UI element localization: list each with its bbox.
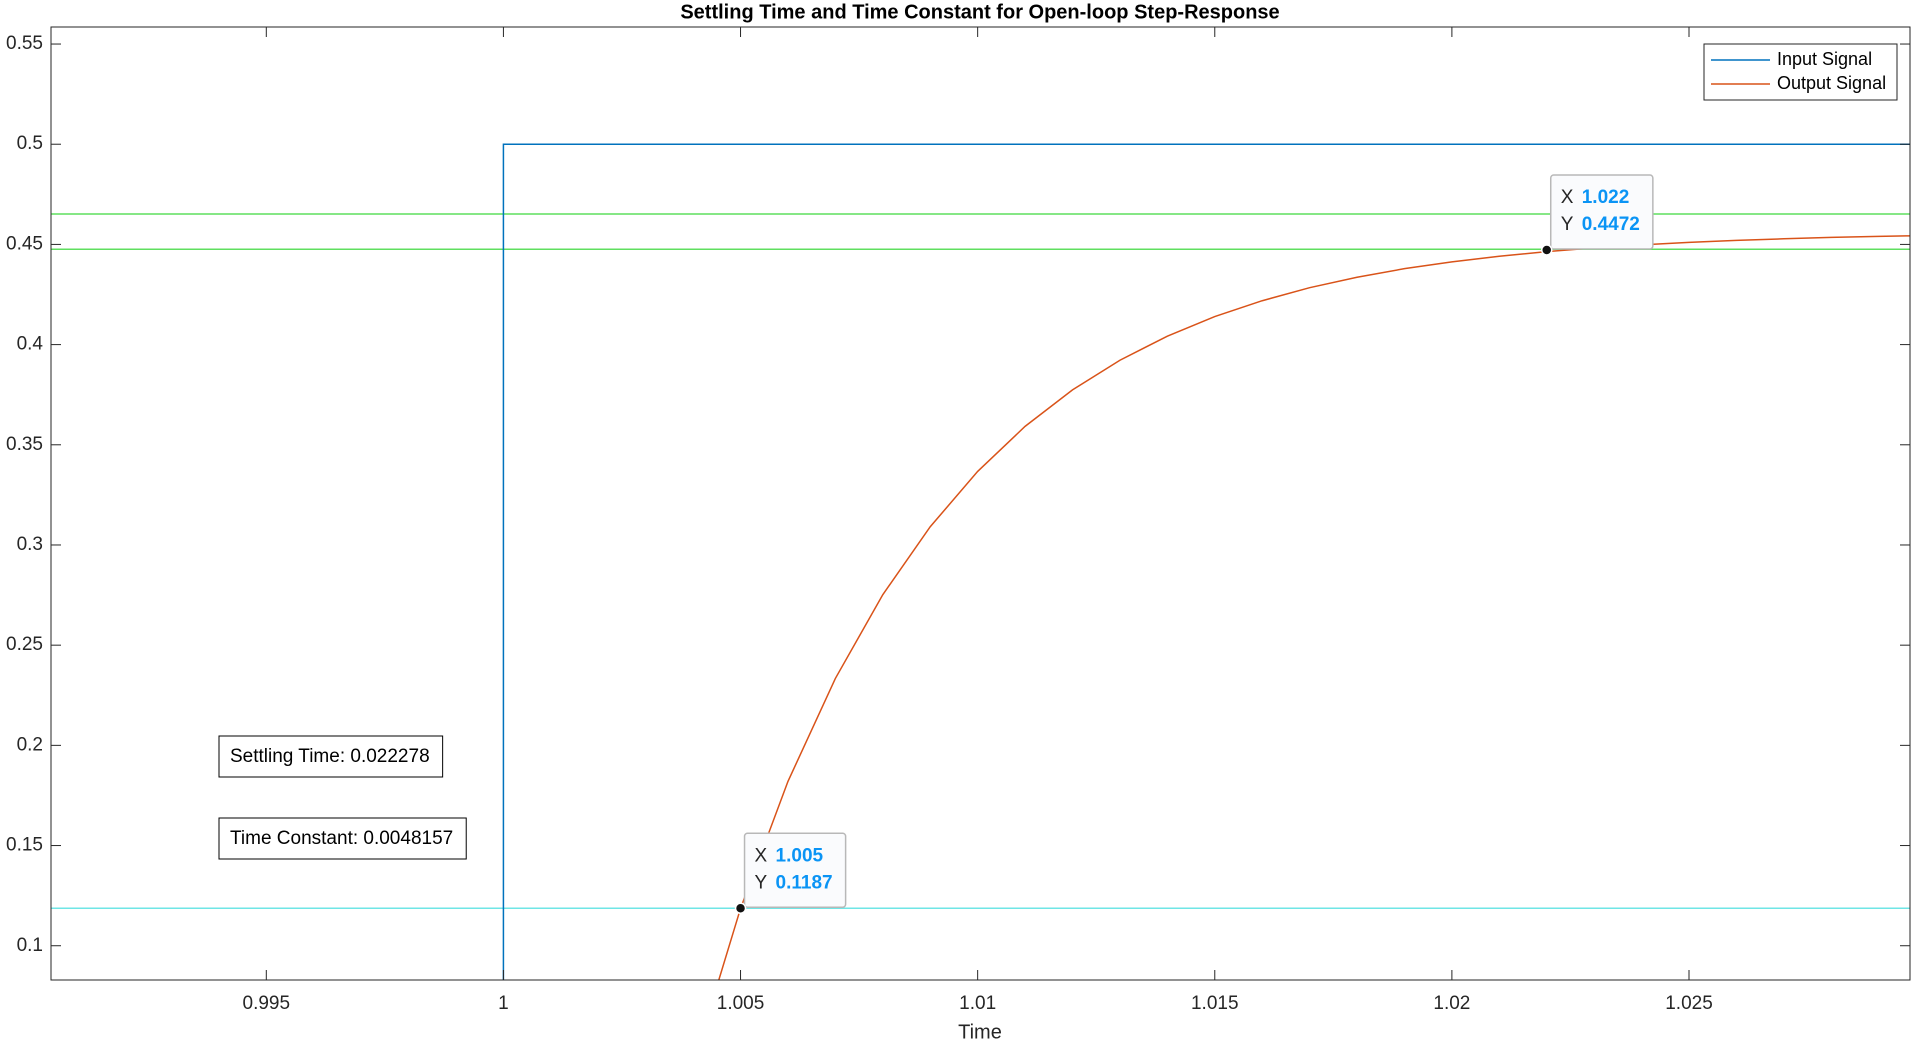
datatip-y-value: 0.1187 [776,872,833,893]
y-tick-label: 0.45 [6,233,43,254]
legend-box [1703,43,1898,101]
datatip-x-value: 1.022 [1582,187,1630,208]
x-tick-label: 0.995 [243,993,291,1014]
chart-title: Settling Time and Time Constant for Open… [680,1,1279,23]
datatip-x-value: 1.005 [776,845,824,866]
legend-label: Output Signal [1777,73,1886,93]
annotation-box [218,817,467,860]
datatip-marker [734,902,747,915]
datatip-box [1549,174,1654,250]
datatip-y-value: 0.4472 [1582,214,1640,235]
y-tick-label: 0.55 [6,33,43,54]
datatip: X 1.022 Y 0.4472 [1540,174,1654,256]
x-tick-label: 1.005 [717,993,765,1014]
series-line [718,235,1910,980]
y-tick-label: 0.15 [6,835,43,856]
datatip-x-prefix: X [755,845,768,866]
datatip-y-prefix: Y [1561,214,1574,235]
axes-box [50,26,1911,981]
x-axis-label: Time [958,1021,1002,1043]
y-tick-label: 0.2 [17,734,43,755]
x-tick-label: 1.025 [1665,993,1713,1014]
plot-area [51,143,1910,980]
annotation-box [218,735,444,778]
y-tick-label: 0.5 [17,133,43,154]
y-tick-label: 0.3 [17,534,43,555]
annotation: Time Constant: 0.0048157 [218,817,467,860]
series-line [502,143,1910,980]
y-tick-label: 0.35 [6,434,43,455]
legend: Input Signal Output Signal [1703,43,1898,101]
datatip-x-prefix: X [1561,187,1574,208]
x-tick-label: 1.01 [959,993,996,1014]
datatip-box [743,832,847,909]
datatip: X 1.005 Y 0.1187 [734,832,847,915]
x-tick-label: 1 [498,993,509,1014]
y-tick-label: 0.4 [17,334,44,355]
x-tick-label: 1.02 [1433,993,1470,1014]
annotation-text: Time Constant: 0.0048157 [230,828,453,849]
datatip-marker [1540,244,1553,256]
annotation-text: Settling Time: 0.022278 [230,746,430,767]
datatip-y-prefix: Y [755,872,768,893]
x-tick-label: 1.015 [1191,993,1239,1014]
annotation: Settling Time: 0.022278 [218,735,444,778]
y-tick-label: 0.1 [17,935,43,956]
legend-label: Input Signal [1777,49,1872,69]
y-tick-label: 0.25 [6,634,43,655]
